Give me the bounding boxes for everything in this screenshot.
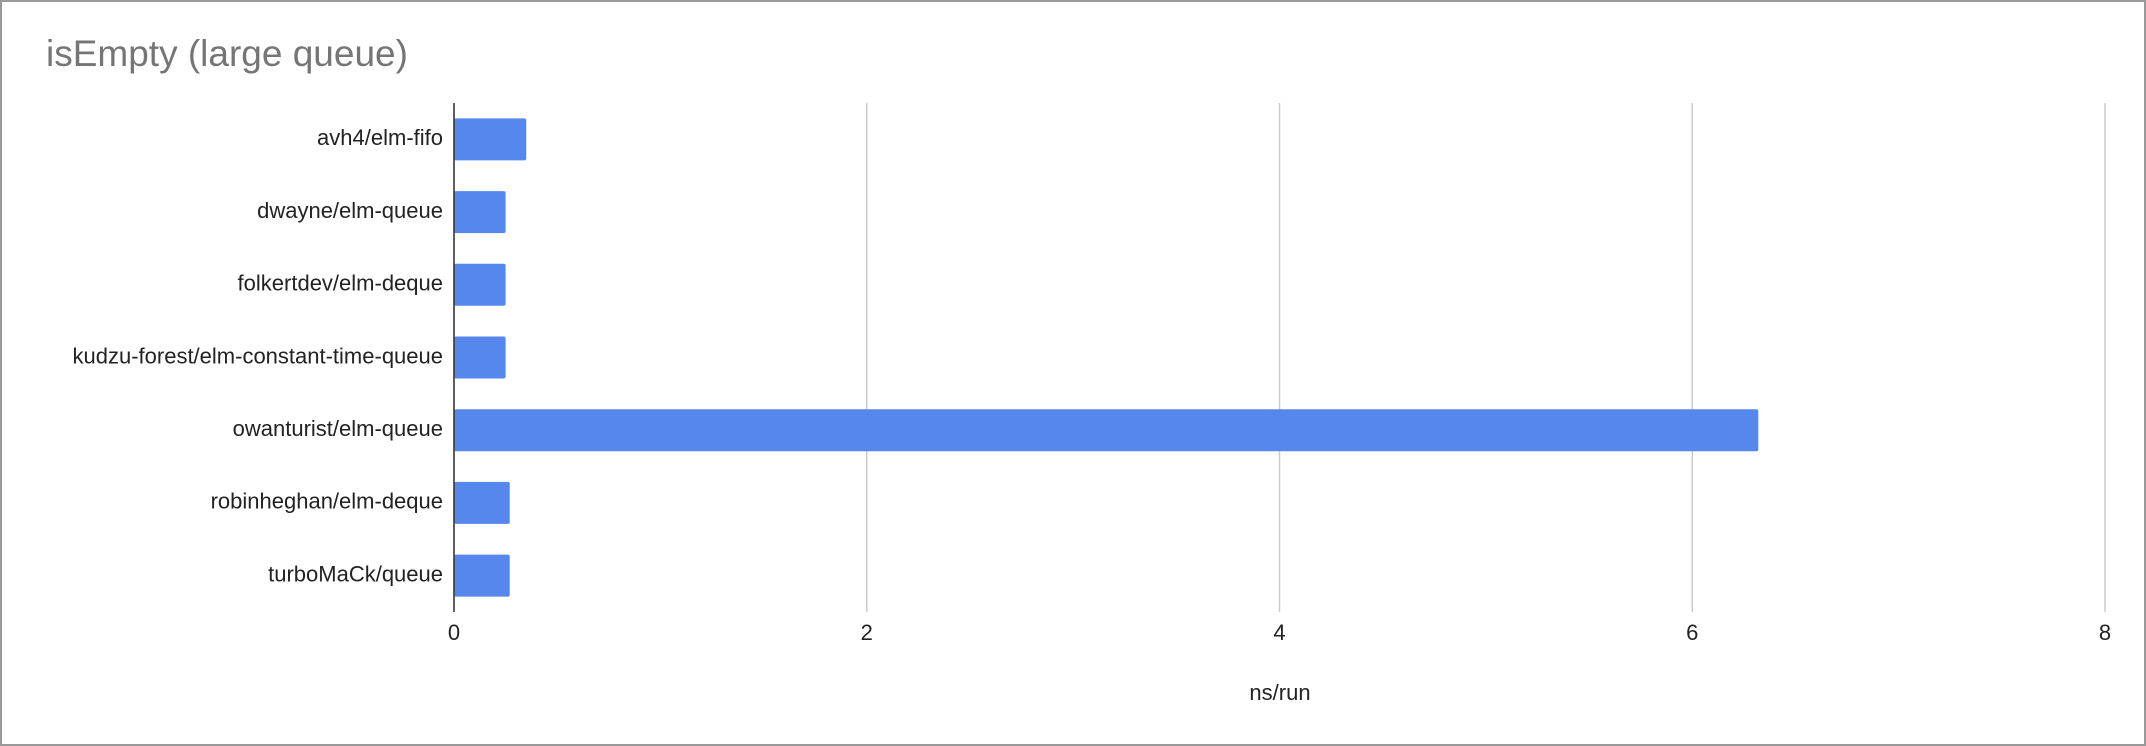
y-tick-label: dwayne/elm-queue (257, 198, 443, 223)
x-tick-label: 2 (861, 620, 873, 645)
x-tick-label: 0 (448, 620, 460, 645)
bar (454, 336, 506, 379)
chart-title: isEmpty (large queue) (46, 33, 408, 74)
bar (454, 554, 510, 597)
x-tick-label: 6 (1686, 620, 1698, 645)
bar (454, 409, 1759, 452)
y-tick-label: kudzu-forest/elm-constant-time-queue (73, 343, 444, 368)
y-tick-label: robinheghan/elm-deque (211, 489, 443, 514)
bar (454, 118, 527, 161)
y-tick-label: avh4/elm-fifo (317, 125, 443, 150)
bar (454, 263, 506, 306)
y-tick-label: turboMaCk/queue (268, 561, 443, 586)
x-tick-label: 8 (2099, 620, 2111, 645)
bar (454, 191, 506, 234)
x-axis-title: ns/run (1249, 680, 1310, 705)
bar (454, 481, 510, 524)
y-tick-label: owanturist/elm-queue (233, 416, 443, 441)
y-tick-label: folkertdev/elm-deque (238, 271, 443, 296)
x-tick-label: 4 (1273, 620, 1285, 645)
